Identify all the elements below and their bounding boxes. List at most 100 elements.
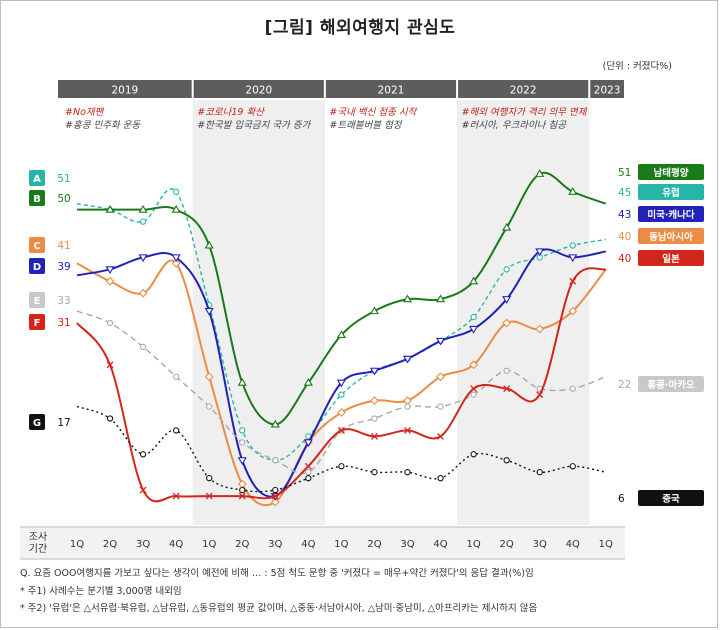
data-point xyxy=(470,391,477,398)
data-point xyxy=(172,373,180,380)
x-row-label-0: 조사 xyxy=(29,531,47,543)
data-point xyxy=(404,426,411,434)
legend-badge xyxy=(638,206,704,222)
start-value-label: 41 xyxy=(57,240,70,252)
annotation-3-line-1: #러시아, 우크라이나 침공 xyxy=(462,120,568,131)
series-G: G 17 6 중국 xyxy=(29,405,704,506)
data-point xyxy=(171,258,181,268)
data-point xyxy=(370,432,378,440)
series-line xyxy=(76,188,606,461)
data-point xyxy=(206,475,213,482)
series-A: A 51 45 유럽 xyxy=(29,170,704,464)
data-point xyxy=(138,204,148,213)
data-point xyxy=(337,408,346,417)
end-value-label: 40 xyxy=(618,253,631,265)
series-D: D 39 43 미국·캐나다 xyxy=(29,206,704,501)
data-point xyxy=(338,463,345,470)
legend-label: 중국 xyxy=(662,494,680,505)
data-point xyxy=(569,463,576,470)
data-point xyxy=(305,475,312,482)
data-point xyxy=(239,486,246,494)
year-label-2022: 2022 xyxy=(510,85,537,97)
data-point xyxy=(437,475,444,482)
annotation-1-line-0: #코로나19 확산 xyxy=(197,107,265,118)
end-value-label: 22 xyxy=(618,379,631,391)
x-tick-label: 4Q xyxy=(433,539,447,550)
data-point xyxy=(568,187,578,195)
data-point xyxy=(403,396,412,405)
letter-badge-text: E xyxy=(34,296,41,307)
x-tick-label: 4Q xyxy=(169,539,183,550)
data-point xyxy=(304,462,312,470)
annotation-0-line-1: #홍콩 민주화 운동 xyxy=(65,120,141,131)
footnote-1: * 주1) 사례수는 분기별 3,000명 내외임 xyxy=(20,586,182,597)
legend-badge xyxy=(638,164,704,180)
letter-badge-text: G xyxy=(33,418,41,429)
x-tick-label: 2Q xyxy=(235,539,249,550)
data-point xyxy=(435,294,446,303)
x-axis-row xyxy=(20,527,625,559)
letter-badge-text: F xyxy=(34,318,41,329)
x-tick-label: 4Q xyxy=(566,539,580,550)
data-point xyxy=(536,391,544,399)
data-point xyxy=(105,204,115,213)
year-bar-2022 xyxy=(458,80,589,98)
data-point xyxy=(404,403,411,410)
data-point xyxy=(369,367,380,376)
shaded-band-2020 xyxy=(192,100,325,525)
data-point xyxy=(503,457,510,464)
data-point xyxy=(303,439,313,448)
footnote-question: Q. 요즘 OOO여행지를 가보고 싶다는 생각이 예전에 비해 … : 5점 … xyxy=(20,568,534,579)
end-value-label: 43 xyxy=(618,209,631,221)
start-value-label: 51 xyxy=(57,173,70,185)
data-point xyxy=(303,378,313,386)
shaded-band-2022 xyxy=(457,100,590,525)
data-point xyxy=(469,325,479,334)
year-bar-2023 xyxy=(590,80,624,98)
letter-badge-text: A xyxy=(33,174,41,185)
data-point xyxy=(535,324,545,334)
legend-label: 홍콩·마카오 xyxy=(647,379,695,391)
year-bar-2021 xyxy=(325,80,457,98)
annotation-0-line-0: #No재팬 xyxy=(65,107,105,118)
legend-badge xyxy=(638,184,704,200)
end-value-label: 6 xyxy=(618,493,625,505)
data-point xyxy=(172,188,180,195)
data-point xyxy=(171,204,181,213)
data-point xyxy=(469,360,478,370)
data-point xyxy=(106,361,114,369)
legend-label: 유럽 xyxy=(662,187,679,199)
letter-badge xyxy=(29,414,45,430)
data-point xyxy=(270,497,280,507)
letter-badge xyxy=(29,190,45,206)
data-point xyxy=(535,248,545,257)
data-point xyxy=(105,266,115,275)
data-point xyxy=(138,254,148,263)
data-point xyxy=(371,415,378,422)
data-point xyxy=(336,379,346,388)
letter-badge xyxy=(29,258,45,274)
x-tick-label: 3Q xyxy=(400,539,414,550)
data-point xyxy=(105,276,115,286)
letter-badge xyxy=(29,170,45,186)
data-point xyxy=(503,266,510,273)
annotation-1-line-1: #한국발 입국금지 국가 증가 xyxy=(197,120,311,131)
data-point xyxy=(536,469,543,476)
data-point xyxy=(371,469,378,476)
data-point xyxy=(106,415,114,422)
letter-badge-text: B xyxy=(33,194,41,205)
data-point xyxy=(569,277,577,285)
data-point xyxy=(172,492,180,500)
year-bar-2019 xyxy=(58,80,192,98)
data-point xyxy=(204,372,214,382)
data-point xyxy=(237,378,247,386)
data-point xyxy=(336,330,346,339)
data-point xyxy=(205,492,213,500)
start-value-label: 17 xyxy=(57,417,70,429)
data-point xyxy=(569,242,576,249)
data-point xyxy=(470,385,478,393)
chart-title: [그림] 해외여행지 관심도 xyxy=(264,18,456,38)
annotation-2-line-0: #국내 백신 접종 시작 xyxy=(329,107,417,118)
data-point xyxy=(568,254,578,263)
letter-badge xyxy=(29,314,45,330)
